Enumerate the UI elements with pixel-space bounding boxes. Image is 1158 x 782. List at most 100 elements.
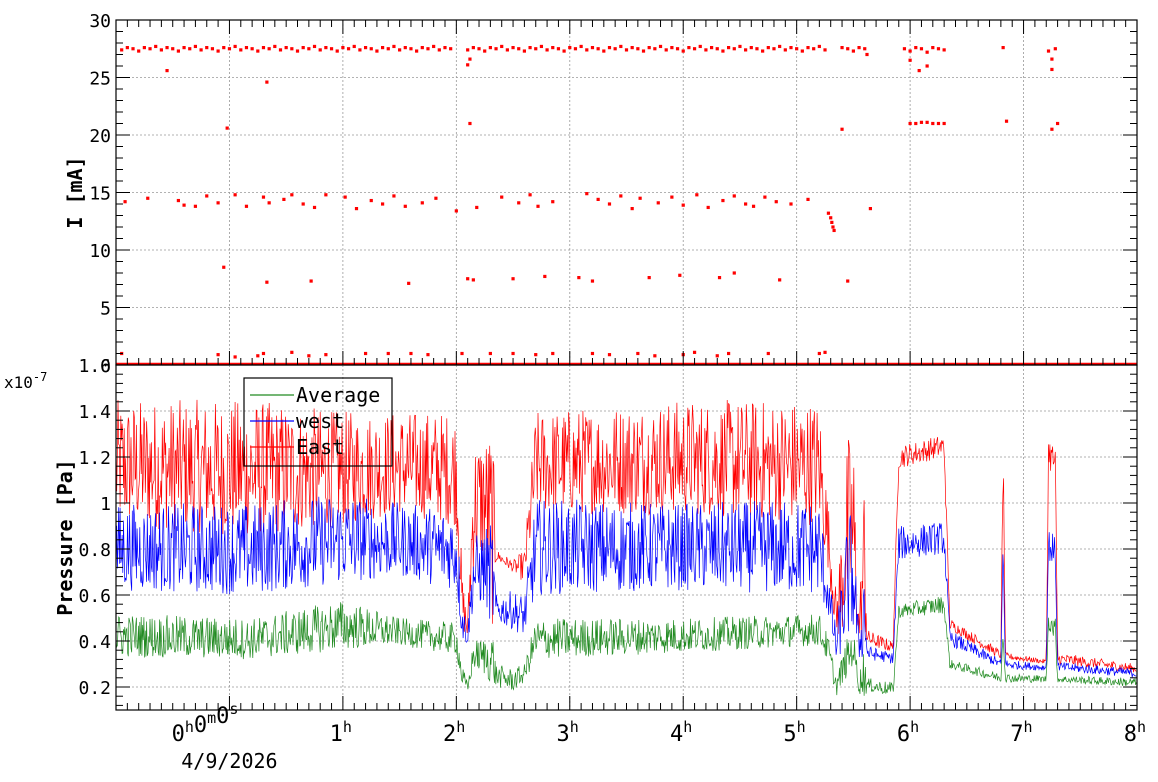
current-point bbox=[500, 195, 504, 199]
current-point bbox=[407, 281, 411, 285]
current-point bbox=[732, 271, 736, 275]
current-point bbox=[324, 353, 328, 357]
current-point bbox=[142, 46, 146, 50]
current-point bbox=[931, 121, 935, 126]
current-point bbox=[585, 48, 589, 52]
pressure-y-tick-label: 1.2 bbox=[78, 448, 111, 469]
current-point bbox=[590, 279, 595, 283]
current-point bbox=[925, 64, 929, 68]
current-point bbox=[375, 49, 379, 53]
current-y-tick-label: 10 bbox=[89, 241, 111, 262]
current-point bbox=[437, 48, 441, 52]
current-point bbox=[630, 46, 634, 50]
current-point bbox=[265, 80, 269, 84]
current-point bbox=[744, 202, 748, 206]
current-point bbox=[261, 195, 266, 199]
current-point bbox=[536, 204, 540, 208]
current-point bbox=[857, 46, 861, 50]
current-point bbox=[420, 46, 424, 50]
current-point bbox=[534, 353, 538, 357]
current-point bbox=[812, 47, 816, 51]
pressure-y-multiplier: x10-7 bbox=[4, 370, 47, 392]
current-point bbox=[647, 276, 651, 280]
current-point bbox=[914, 46, 918, 50]
current-point bbox=[301, 202, 305, 206]
current-point bbox=[795, 47, 799, 51]
current-point bbox=[1001, 46, 1005, 50]
current-point bbox=[239, 48, 243, 52]
current-point bbox=[925, 50, 929, 54]
current-point bbox=[222, 265, 226, 269]
current-point bbox=[500, 44, 504, 49]
current-point bbox=[942, 48, 946, 52]
current-point bbox=[222, 46, 226, 50]
pressure-y-tick-label: 0.2 bbox=[78, 678, 111, 699]
current-point bbox=[823, 48, 827, 52]
current-point bbox=[692, 47, 697, 51]
current-point bbox=[511, 46, 515, 50]
current-point bbox=[551, 351, 555, 356]
pressure-series bbox=[115, 399, 1137, 696]
current-point bbox=[681, 49, 685, 53]
current-point bbox=[131, 47, 135, 51]
current-point bbox=[193, 44, 198, 49]
current-point bbox=[687, 46, 691, 50]
current-point bbox=[681, 203, 685, 207]
current-point bbox=[840, 46, 844, 50]
current-point bbox=[318, 48, 322, 52]
current-point bbox=[721, 49, 725, 53]
current-point bbox=[942, 121, 946, 126]
current-point bbox=[154, 44, 158, 49]
current-point bbox=[902, 47, 907, 51]
current-point bbox=[324, 46, 328, 50]
current-point bbox=[806, 46, 810, 50]
time-x-tick-label: 3h bbox=[556, 718, 578, 747]
legend-box bbox=[243, 377, 393, 467]
current-point bbox=[1053, 47, 1057, 51]
current-point bbox=[721, 198, 725, 203]
current-point bbox=[335, 49, 339, 53]
current-point bbox=[216, 201, 220, 205]
current-point bbox=[717, 276, 722, 280]
current-y-ticks: 0 5 10 15 20 25 30 bbox=[89, 11, 1137, 377]
time-x-axis: 0h0m0s 1h 2h 3h 4h 5h 6h 7h 8h 4/9/2026 bbox=[115, 20, 1146, 773]
current-point bbox=[826, 211, 831, 215]
current-point bbox=[863, 47, 867, 51]
current-point bbox=[653, 354, 657, 358]
current-point bbox=[225, 126, 229, 130]
current-point bbox=[1050, 57, 1054, 61]
current-point bbox=[647, 46, 651, 50]
current-point bbox=[917, 69, 921, 73]
current-point bbox=[403, 204, 407, 208]
current-point bbox=[656, 201, 660, 205]
time-x-tick-label: 7h bbox=[1010, 718, 1032, 747]
current-point bbox=[908, 121, 912, 126]
current-point bbox=[146, 196, 150, 200]
current-point bbox=[1046, 49, 1051, 53]
current-point bbox=[607, 202, 612, 206]
time-x-ticks: 0h0m0s 1h 2h 3h 4h 5h 6h 7h 8h bbox=[115, 20, 1146, 747]
current-point bbox=[1050, 127, 1054, 131]
current-point bbox=[624, 48, 629, 52]
current-point bbox=[846, 47, 850, 51]
current-point bbox=[1004, 119, 1009, 123]
current-point bbox=[846, 279, 850, 283]
current-point bbox=[528, 193, 532, 197]
current-point bbox=[817, 351, 821, 356]
current-point bbox=[256, 354, 260, 358]
current-point bbox=[369, 47, 373, 51]
current-point bbox=[868, 207, 873, 211]
current-point bbox=[312, 205, 317, 210]
current-point bbox=[471, 278, 475, 282]
current-point bbox=[766, 351, 770, 356]
current-point bbox=[732, 194, 736, 198]
current-point bbox=[607, 46, 612, 50]
pressure-y-tick-label: 1.4 bbox=[78, 402, 111, 423]
current-point bbox=[908, 49, 912, 53]
current-point bbox=[936, 121, 941, 126]
current-point bbox=[766, 46, 770, 50]
current-point bbox=[914, 121, 918, 126]
current-point bbox=[831, 225, 835, 229]
current-point bbox=[233, 355, 237, 359]
current-point bbox=[415, 49, 419, 53]
